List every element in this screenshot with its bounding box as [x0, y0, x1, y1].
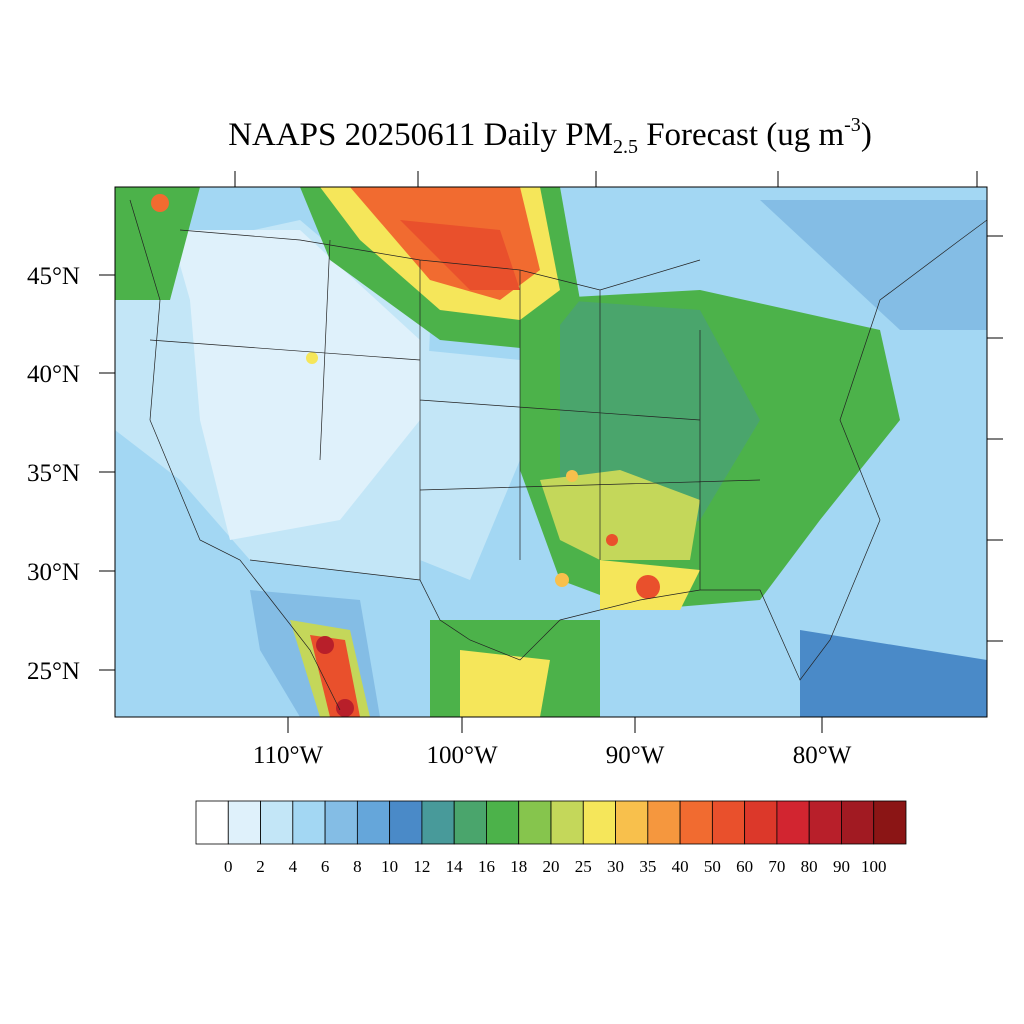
colorbar-label: 18: [510, 857, 527, 876]
axis-labels: 45°N 40°N 35°N 30°N 25°N 110°W 100°W 90°W 80°W: [27, 263, 852, 769]
colorbar-label: 16: [478, 857, 495, 876]
colorbar-box: [841, 800, 875, 845]
colorbar-label: 14: [446, 857, 464, 876]
title-subscript: 2.5: [613, 136, 638, 158]
lat-label: 30°N: [27, 559, 80, 586]
colorbar-label: 30: [607, 857, 624, 876]
colorbar-label: 8: [353, 857, 362, 876]
title: NAAPS 20250611 Daily PM2.5 Forecast (ug …: [228, 114, 872, 158]
lat-label: 40°N: [27, 361, 80, 388]
colorbar-label: 10: [381, 857, 398, 876]
colorbar-box: [550, 800, 584, 845]
lon-label: 110°W: [253, 742, 324, 769]
title-superscript: -3: [844, 114, 861, 136]
colorbar-label: 20: [543, 857, 560, 876]
colorbar-label: 6: [321, 857, 330, 876]
colorbar-label: 90: [833, 857, 850, 876]
title-end: ): [861, 117, 872, 153]
colorbar-label: 50: [704, 857, 721, 876]
lon-label: 90°W: [606, 742, 665, 769]
colorbar-label: 25: [575, 857, 592, 876]
colorbar-box: [873, 800, 907, 845]
colorbar-label: 12: [413, 857, 430, 876]
colorbar-label: 70: [768, 857, 785, 876]
colorbar-box: [647, 800, 681, 845]
colorbar: 0 2 4 6 8 10 12 14 16 18 20 25 30 35 40 50 60 70 80 90 100: [195, 800, 907, 876]
colorbar-box: [421, 800, 455, 845]
colorbar-box: [486, 800, 520, 845]
colorbar-box: [324, 800, 358, 845]
colorbar-box: [711, 800, 746, 845]
colorbar-box: [615, 800, 649, 845]
lat-label: 35°N: [27, 460, 80, 487]
lat-label: 25°N: [27, 658, 80, 685]
title-rest: Forecast (ug m: [638, 117, 845, 153]
colorbar-label: 100: [861, 857, 887, 876]
colorbar-box: [808, 800, 842, 845]
colorbar-label: 80: [801, 857, 818, 876]
colorbar-label: 4: [289, 857, 298, 876]
colorbar-box: [744, 800, 778, 845]
map-field: [99, 171, 1003, 733]
colorbar-box: [356, 800, 391, 845]
map-frame: [114, 186, 988, 718]
title-main: NAAPS 20250611 Daily PM: [228, 117, 613, 153]
colorbar-box: [679, 800, 713, 845]
lon-label: 80°W: [793, 742, 852, 769]
lat-label: 45°N: [27, 263, 80, 290]
colorbar-label: 0: [224, 857, 233, 876]
colorbar-box: [582, 800, 616, 845]
colorbar-label: 60: [736, 857, 753, 876]
colorbar-box: [227, 800, 261, 845]
colorbar-box: [776, 800, 810, 845]
colorbar-box: [453, 800, 487, 845]
lon-label: 100°W: [426, 742, 497, 769]
colorbar-box: [195, 800, 229, 845]
colorbar-box: [292, 800, 326, 845]
colorbar-box: [518, 800, 552, 845]
colorbar-label: 40: [672, 857, 689, 876]
colorbar-box: [260, 800, 294, 845]
colorbar-label: 2: [256, 857, 265, 876]
map-ticks: [99, 171, 1003, 733]
colorbar-label: 35: [639, 857, 656, 876]
colorbar-box: [389, 800, 423, 845]
